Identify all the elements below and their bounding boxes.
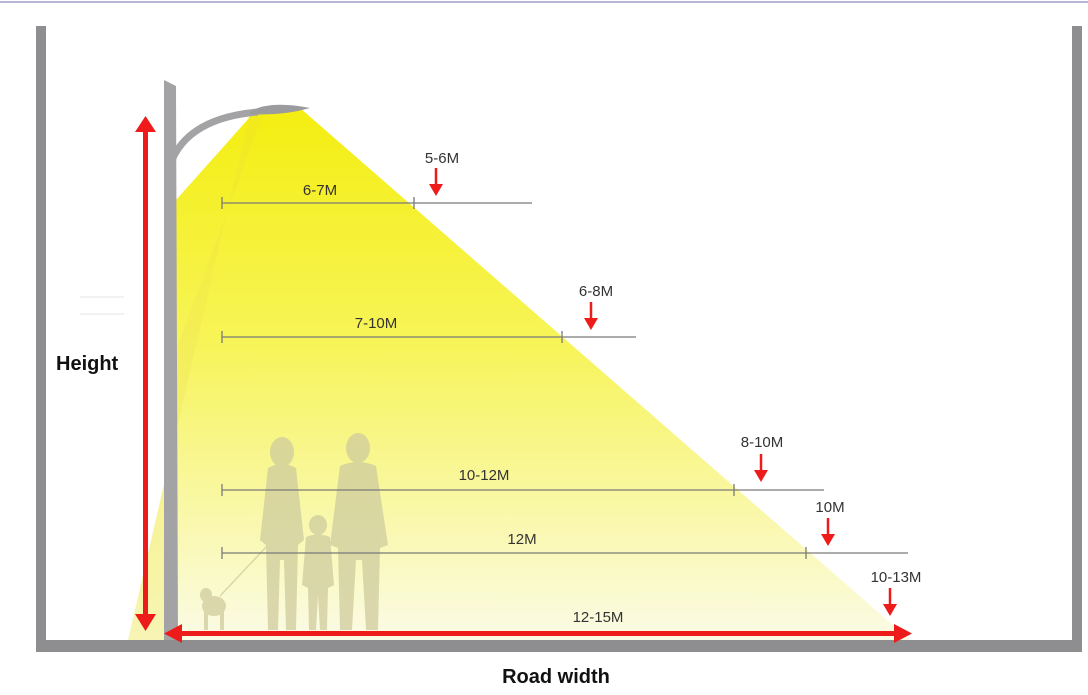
faint-marks — [80, 296, 124, 315]
light-beam-left — [128, 112, 264, 640]
down-arrow-icon — [821, 518, 835, 546]
down-arrow-icon — [584, 302, 598, 330]
height-label: Height — [56, 353, 119, 375]
recommended-label: 10M — [815, 499, 844, 516]
frame — [36, 26, 1082, 652]
span-label: 7-10M — [355, 315, 398, 332]
recommended-label: 10-13M — [871, 569, 922, 586]
height-arrow-icon — [135, 116, 156, 631]
street-light-pole — [164, 80, 310, 640]
down-arrow-icon — [883, 588, 897, 616]
people-silhouette — [200, 433, 388, 630]
dimension-lines — [221, 197, 908, 559]
span-label: 12-15M — [573, 609, 624, 626]
recommended-label: 5-6M — [425, 150, 459, 167]
recommended-label: 6-8M — [579, 283, 613, 300]
span-label: 10-12M — [459, 467, 510, 484]
down-arrow-icon — [754, 454, 768, 482]
road-width-arrow-icon — [164, 624, 912, 643]
span-label: 6-7M — [303, 182, 337, 199]
recommended-label: 8-10M — [741, 434, 784, 451]
lamp-head-icon — [250, 104, 310, 115]
down-arrow-icon — [429, 168, 443, 196]
down-arrows — [429, 168, 897, 616]
road-width-label: Road width — [502, 666, 610, 688]
span-label: 12M — [507, 531, 536, 548]
